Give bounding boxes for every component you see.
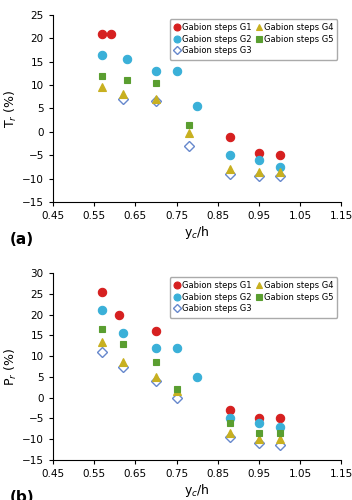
Text: (b): (b) bbox=[10, 490, 34, 500]
Legend: Gabion steps G1, Gabion steps G2, Gabion steps G3, Gabion steps G4, Gabion steps: Gabion steps G1, Gabion steps G2, Gabion… bbox=[170, 277, 337, 318]
Text: (a): (a) bbox=[10, 232, 34, 247]
Legend: Gabion steps G1, Gabion steps G2, Gabion steps G3, Gabion steps G4, Gabion steps: Gabion steps G1, Gabion steps G2, Gabion… bbox=[170, 19, 337, 59]
Y-axis label: T$_r$ (%): T$_r$ (%) bbox=[3, 90, 19, 128]
X-axis label: y$_c$/h: y$_c$/h bbox=[184, 224, 210, 241]
X-axis label: y$_c$/h: y$_c$/h bbox=[184, 482, 210, 499]
Y-axis label: P$_r$ (%): P$_r$ (%) bbox=[3, 348, 19, 386]
